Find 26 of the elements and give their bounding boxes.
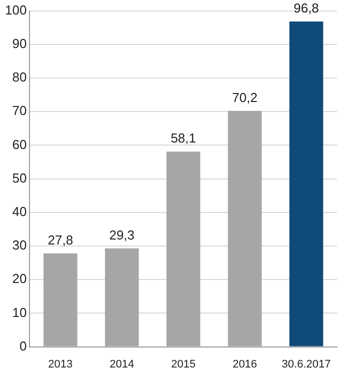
data-label: 29,3 [109, 227, 135, 242]
data-label: 70,2 [232, 90, 258, 106]
x-tick-label: 30.6.2017 [282, 358, 331, 370]
data-label: 96,8 [294, 0, 319, 16]
data-label: 27,8 [48, 232, 74, 248]
y-tick-label: 90 [12, 36, 27, 51]
y-tick-label: 30 [12, 238, 27, 253]
y-tick-label: 20 [12, 271, 27, 286]
x-tick-label: 2015 [171, 358, 196, 370]
y-tick-label: 10 [12, 304, 27, 320]
y-tick-label: 100 [4, 2, 27, 18]
x-tick-label: 2016 [232, 358, 258, 370]
x-tick-label: 2014 [110, 358, 134, 370]
y-tick-label: 70 [12, 103, 27, 118]
data-label: 58,1 [170, 130, 196, 146]
bar [166, 152, 200, 346]
y-tick-label: 0 [19, 338, 27, 354]
bar [228, 110, 262, 346]
bar [104, 248, 139, 346]
x-tick-label: 2013 [48, 358, 73, 370]
y-tick-label: 60 [12, 136, 27, 152]
y-tick-label: 50 [12, 170, 27, 186]
bar [289, 22, 324, 346]
y-tick-label: 80 [12, 70, 27, 85]
y-tick-label: 40 [12, 204, 27, 219]
bar [44, 253, 78, 346]
